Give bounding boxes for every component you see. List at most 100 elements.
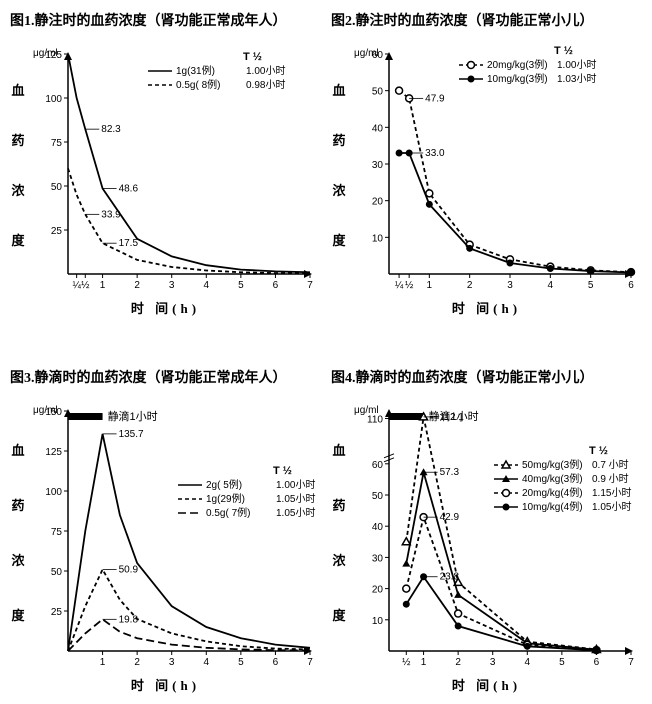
- svg-text:6: 6: [273, 280, 279, 291]
- fig4-chart: μg/ml102030405060110½1234567静滴1小时112.157…: [349, 393, 639, 673]
- svg-text:50: 50: [372, 491, 384, 502]
- svg-text:4: 4: [204, 657, 210, 668]
- svg-text:7: 7: [307, 657, 313, 668]
- svg-text:T ½: T ½: [273, 465, 292, 477]
- fig1-xlabel: 时 间(h): [10, 298, 321, 317]
- svg-text:0.7 小时: 0.7 小时: [592, 459, 629, 471]
- svg-text:10mg/kg(4例): 10mg/kg(4例): [522, 500, 583, 513]
- svg-text:7: 7: [307, 280, 313, 291]
- svg-text:1g(31例): 1g(31例): [176, 64, 215, 77]
- svg-text:150: 150: [45, 407, 62, 418]
- svg-text:T ½: T ½: [589, 445, 608, 457]
- svg-text:20mg/kg(3例): 20mg/kg(3例): [487, 58, 548, 71]
- svg-text:6: 6: [594, 657, 600, 668]
- svg-text:1.05小时: 1.05小时: [592, 501, 631, 513]
- svg-text:100: 100: [45, 94, 62, 105]
- svg-text:1: 1: [100, 280, 106, 291]
- svg-text:静滴1小时: 静滴1小时: [108, 409, 158, 423]
- svg-text:0.9 小时: 0.9 小时: [592, 473, 629, 485]
- svg-text:2: 2: [467, 280, 473, 291]
- svg-text:1.00小时: 1.00小时: [557, 59, 596, 71]
- svg-text:0.5g( 8例): 0.5g( 8例): [176, 78, 220, 91]
- svg-text:19.8: 19.8: [119, 614, 139, 625]
- svg-text:47.9: 47.9: [425, 93, 445, 104]
- svg-text:110: 110: [367, 414, 383, 425]
- svg-text:¼: ¼: [395, 279, 404, 291]
- svg-text:2g( 5例): 2g( 5例): [206, 478, 242, 491]
- svg-text:50mg/kg(3例): 50mg/kg(3例): [522, 458, 583, 471]
- svg-text:6: 6: [273, 657, 279, 668]
- svg-text:1: 1: [427, 280, 433, 291]
- svg-text:½: ½: [405, 280, 414, 291]
- svg-text:4: 4: [548, 280, 554, 291]
- svg-text:40: 40: [372, 123, 384, 134]
- fig3-xlabel: 时 间(h): [10, 675, 321, 694]
- svg-text:23.8: 23.8: [440, 572, 460, 583]
- svg-text:4: 4: [204, 280, 210, 291]
- svg-text:1.05小时: 1.05小时: [276, 493, 315, 505]
- svg-text:10mg/kg(3例): 10mg/kg(3例): [487, 72, 548, 85]
- svg-text:100: 100: [45, 487, 62, 498]
- svg-text:1g(29例): 1g(29例): [206, 492, 245, 505]
- svg-text:20mg/kg(4例): 20mg/kg(4例): [522, 486, 583, 499]
- fig2-title: 图2.静注时的血药浓度（肾功能正常小儿）: [331, 10, 642, 30]
- svg-text:5: 5: [238, 657, 244, 668]
- fig4-title: 图4.静滴时的血药浓度（肾功能正常小儿）: [331, 367, 642, 387]
- svg-text:75: 75: [51, 138, 63, 149]
- svg-text:60: 60: [372, 460, 384, 471]
- svg-text:T ½: T ½: [243, 51, 262, 63]
- fig3-chart: μg/ml2550751001251501234567静滴1小时135.750.…: [28, 393, 318, 673]
- svg-text:3: 3: [169, 280, 175, 291]
- svg-text:1.15小时: 1.15小时: [592, 487, 631, 499]
- svg-text:30: 30: [372, 553, 384, 564]
- svg-text:48.6: 48.6: [119, 183, 139, 194]
- svg-text:75: 75: [51, 527, 63, 538]
- svg-text:1: 1: [100, 657, 106, 668]
- svg-text:42.9: 42.9: [440, 512, 460, 523]
- svg-text:5: 5: [588, 280, 594, 291]
- svg-text:2: 2: [134, 280, 140, 291]
- svg-text:20: 20: [372, 585, 384, 596]
- svg-text:40: 40: [372, 522, 384, 533]
- fig2-ylabel: 血药浓度: [331, 36, 349, 296]
- svg-text:10: 10: [372, 233, 384, 244]
- svg-text:3: 3: [507, 280, 513, 291]
- svg-text:1.00小时: 1.00小时: [246, 65, 285, 77]
- fig2-xlabel: 时 间(h): [331, 298, 642, 317]
- svg-text:3: 3: [490, 657, 496, 668]
- svg-text:17.5: 17.5: [119, 238, 139, 249]
- svg-text:1: 1: [421, 657, 427, 668]
- svg-text:T ½: T ½: [554, 45, 573, 57]
- svg-text:0.5g( 7例): 0.5g( 7例): [206, 506, 250, 519]
- svg-text:82.3: 82.3: [101, 124, 121, 135]
- svg-text:33.0: 33.0: [425, 148, 445, 159]
- fig1-chart: μg/ml255075100125¼½123456782.348.633.917…: [28, 36, 318, 296]
- svg-text:125: 125: [45, 447, 62, 458]
- svg-text:60: 60: [372, 50, 384, 61]
- svg-text:7: 7: [628, 657, 634, 668]
- svg-text:10: 10: [372, 616, 384, 627]
- chart-grid: 图1.静注时的血药浓度（肾功能正常成年人） 血药浓度 μg/ml25507510…: [10, 10, 642, 694]
- svg-text:40mg/kg(3例): 40mg/kg(3例): [522, 472, 583, 485]
- svg-text:50: 50: [51, 567, 63, 578]
- svg-text:5: 5: [238, 280, 244, 291]
- fig4-ylabel: 血药浓度: [331, 393, 349, 673]
- svg-text:1.05小时: 1.05小时: [276, 507, 315, 519]
- svg-text:½: ½: [402, 657, 411, 668]
- fig1-ylabel: 血药浓度: [10, 36, 28, 296]
- svg-text:33.9: 33.9: [101, 209, 121, 220]
- svg-text:50.9: 50.9: [119, 565, 139, 576]
- svg-text:20: 20: [372, 197, 384, 208]
- svg-text:125: 125: [45, 50, 62, 61]
- svg-text:¼: ¼: [72, 279, 81, 291]
- fig3-panel: 图3.静滴时的血药浓度（肾功能正常成年人） 血药浓度 μg/ml25507510…: [10, 367, 321, 694]
- fig2-chart: μg/ml102030405060¼½12345647.933.0T ½20mg…: [349, 36, 639, 296]
- fig3-ylabel: 血药浓度: [10, 393, 28, 673]
- fig4-xlabel: 时 间(h): [331, 675, 642, 694]
- svg-text:135.7: 135.7: [119, 429, 144, 440]
- svg-text:1.00小时: 1.00小时: [276, 479, 315, 491]
- fig4-panel: 图4.静滴时的血药浓度（肾功能正常小儿） 血药浓度 μg/ml102030405…: [331, 367, 642, 694]
- svg-text:4: 4: [525, 657, 531, 668]
- svg-text:57.3: 57.3: [440, 467, 460, 478]
- fig3-title: 图3.静滴时的血药浓度（肾功能正常成年人）: [10, 367, 321, 387]
